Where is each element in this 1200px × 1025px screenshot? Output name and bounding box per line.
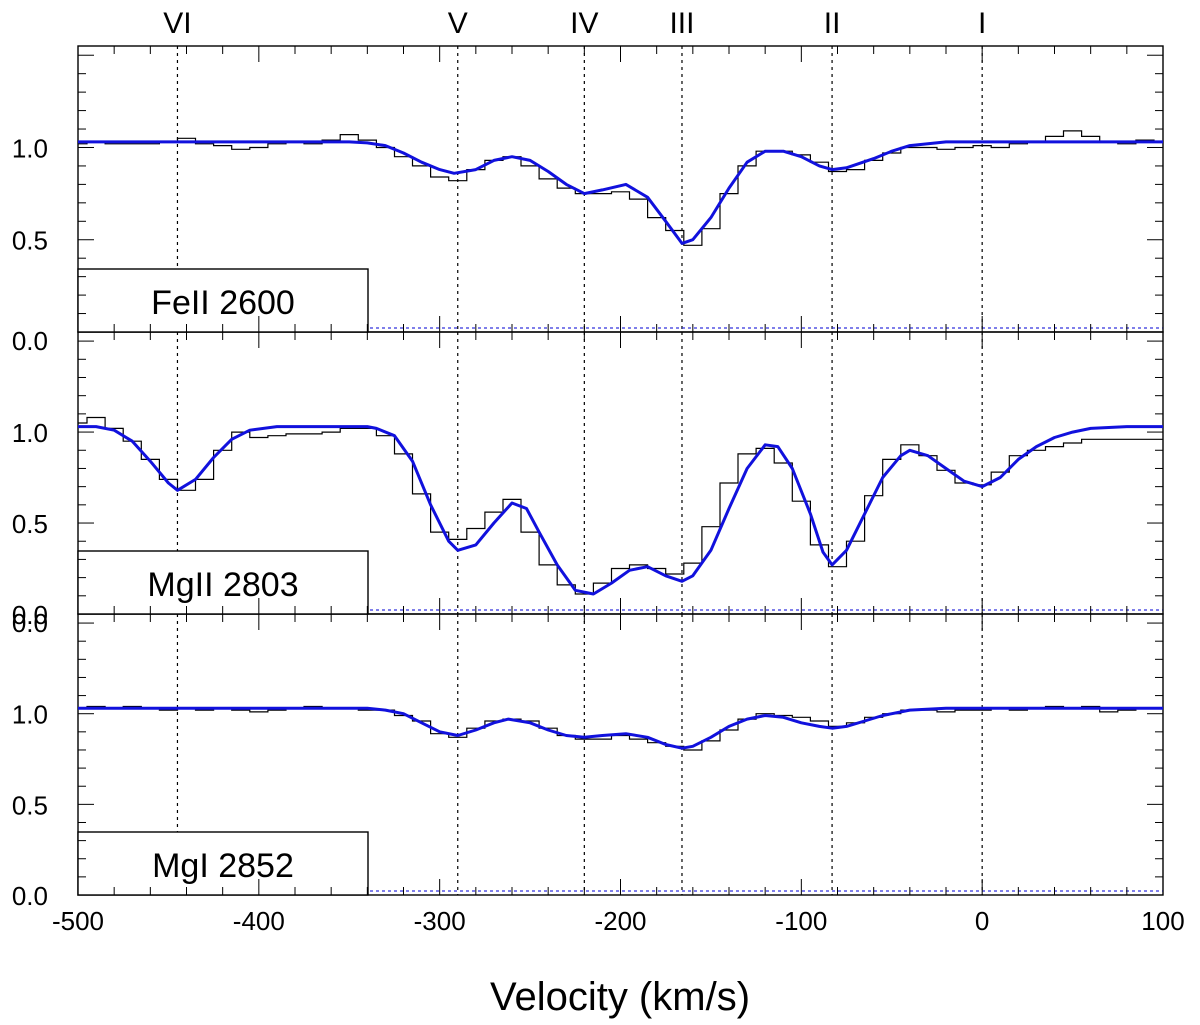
y-tick-label: 1.0	[12, 418, 48, 448]
x-tick-label: -200	[594, 906, 646, 936]
panel-labels: FeII 2600 MgII 2803 MgI 2852	[77, 268, 369, 896]
data-histogram	[78, 130, 1163, 246]
x-tick-label: -300	[414, 906, 466, 936]
axis-ticks	[77, 46, 1164, 896]
data-histogram	[78, 705, 1163, 751]
panel-label-box	[77, 831, 369, 896]
x-tick-label: -100	[775, 906, 827, 936]
component-label-v: V	[448, 7, 468, 40]
panel-label: MgII 2803	[147, 566, 298, 604]
model-fit-line	[78, 140, 1163, 245]
y-tick-label: 0.0	[12, 608, 48, 638]
x-tick-label: -400	[233, 906, 285, 936]
x-axis-title: Velocity (km/s)	[490, 975, 750, 1019]
data-histogram	[78, 416, 1163, 595]
spectra-data	[78, 130, 1163, 751]
component-lines	[176, 46, 983, 895]
x-tick-labels: -500 -400 -300 -200 -100 0 100	[52, 906, 1185, 936]
panel-label: MgI 2852	[152, 847, 294, 885]
panel-label-box	[77, 550, 369, 615]
panel-label: FeII 2600	[151, 284, 295, 322]
component-label-i: I	[978, 7, 986, 40]
model-fit-line	[78, 706, 1163, 750]
y-tick-label: 1.0	[12, 700, 48, 730]
x-tick-label: 100	[1141, 906, 1184, 936]
y-tick-label: 0.0	[12, 600, 48, 630]
component-label-iv: IV	[570, 7, 598, 40]
y-tick-label: 0.5	[12, 226, 48, 256]
component-label-iii: III	[669, 7, 694, 40]
y-tick-label: 0.5	[12, 509, 48, 539]
component-labels: VI V IV III II I	[163, 7, 986, 40]
component-label-ii: II	[824, 7, 841, 40]
panel-frames	[77, 45, 1164, 896]
component-label-vi: VI	[163, 7, 191, 40]
spectra-model	[78, 140, 1163, 750]
x-tick-label: 0	[975, 906, 989, 936]
y-tick-label: 1.0	[12, 133, 48, 163]
y-tick-label: 0.5	[12, 790, 48, 820]
panel-label-box	[77, 268, 369, 333]
y-tick-labels: 0.51.00.00.00.51.00.00.00.51.0	[12, 133, 48, 911]
x-tick-label: -500	[52, 906, 104, 936]
y-tick-label: 0.0	[12, 881, 48, 911]
model-fit-line	[78, 425, 1163, 596]
y-tick-label: 0.0	[12, 326, 48, 356]
zero-lines	[370, 327, 1163, 892]
